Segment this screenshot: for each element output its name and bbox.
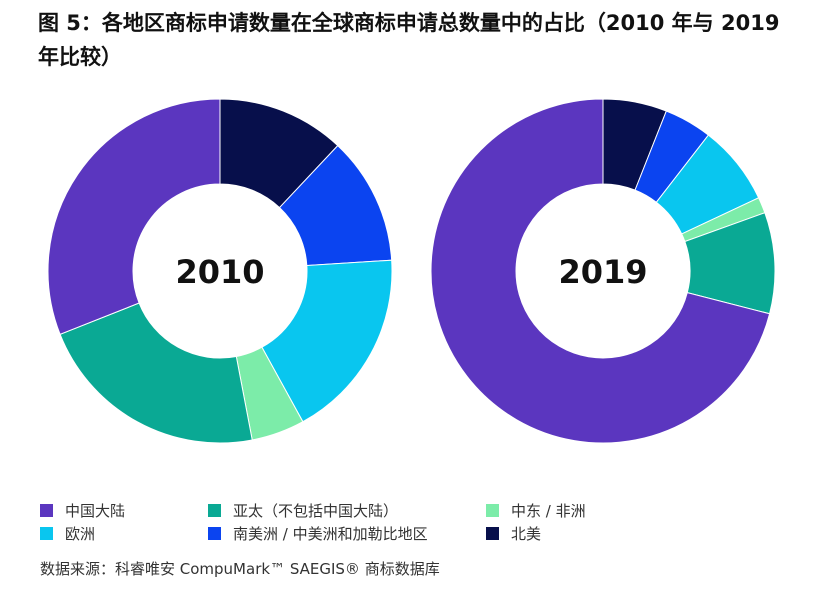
legend-item-apac: 亚太（不包括中国大陆）: [208, 500, 398, 521]
legend-swatch: [208, 527, 221, 540]
legend-label: 欧洲: [65, 525, 96, 543]
legend-item-europe: 欧洲: [40, 523, 95, 544]
source-note: 数据来源：科睿唯安 CompuMark™ SAEGIS® 商标数据库: [40, 560, 440, 578]
donut-center-label: 2019: [558, 253, 647, 291]
legend-item-china: 中国大陆: [40, 500, 125, 521]
legend-label: 亚太（不包括中国大陆）: [233, 502, 399, 520]
legend-item-mideast-africa: 中东 / 非洲: [486, 500, 586, 521]
legend-label: 中国大陆: [65, 502, 126, 520]
legend-label: 中东 / 非洲: [511, 502, 586, 520]
donut-slice: [59, 302, 253, 444]
legend-item-north-america: 北美: [486, 523, 541, 544]
legend-swatch: [40, 527, 53, 540]
legend-label: 南美洲 / 中美洲和加勒比地区: [233, 525, 428, 543]
donut-slice: [47, 98, 221, 335]
donut-center-label: 2010: [175, 253, 264, 291]
legend-swatch: [486, 504, 499, 517]
donut-slice: [261, 259, 393, 423]
legend-item-latam: 南美洲 / 中美洲和加勒比地区: [208, 523, 428, 544]
legend-swatch: [486, 527, 499, 540]
legend-swatch: [40, 504, 53, 517]
chart-title: 图 5：各地区商标申请数量在全球商标申请总数量中的占比（2010 年与 2019…: [38, 11, 780, 69]
donut-slice: [430, 98, 771, 444]
legend-swatch: [208, 504, 221, 517]
legend-label: 北美: [511, 525, 542, 543]
